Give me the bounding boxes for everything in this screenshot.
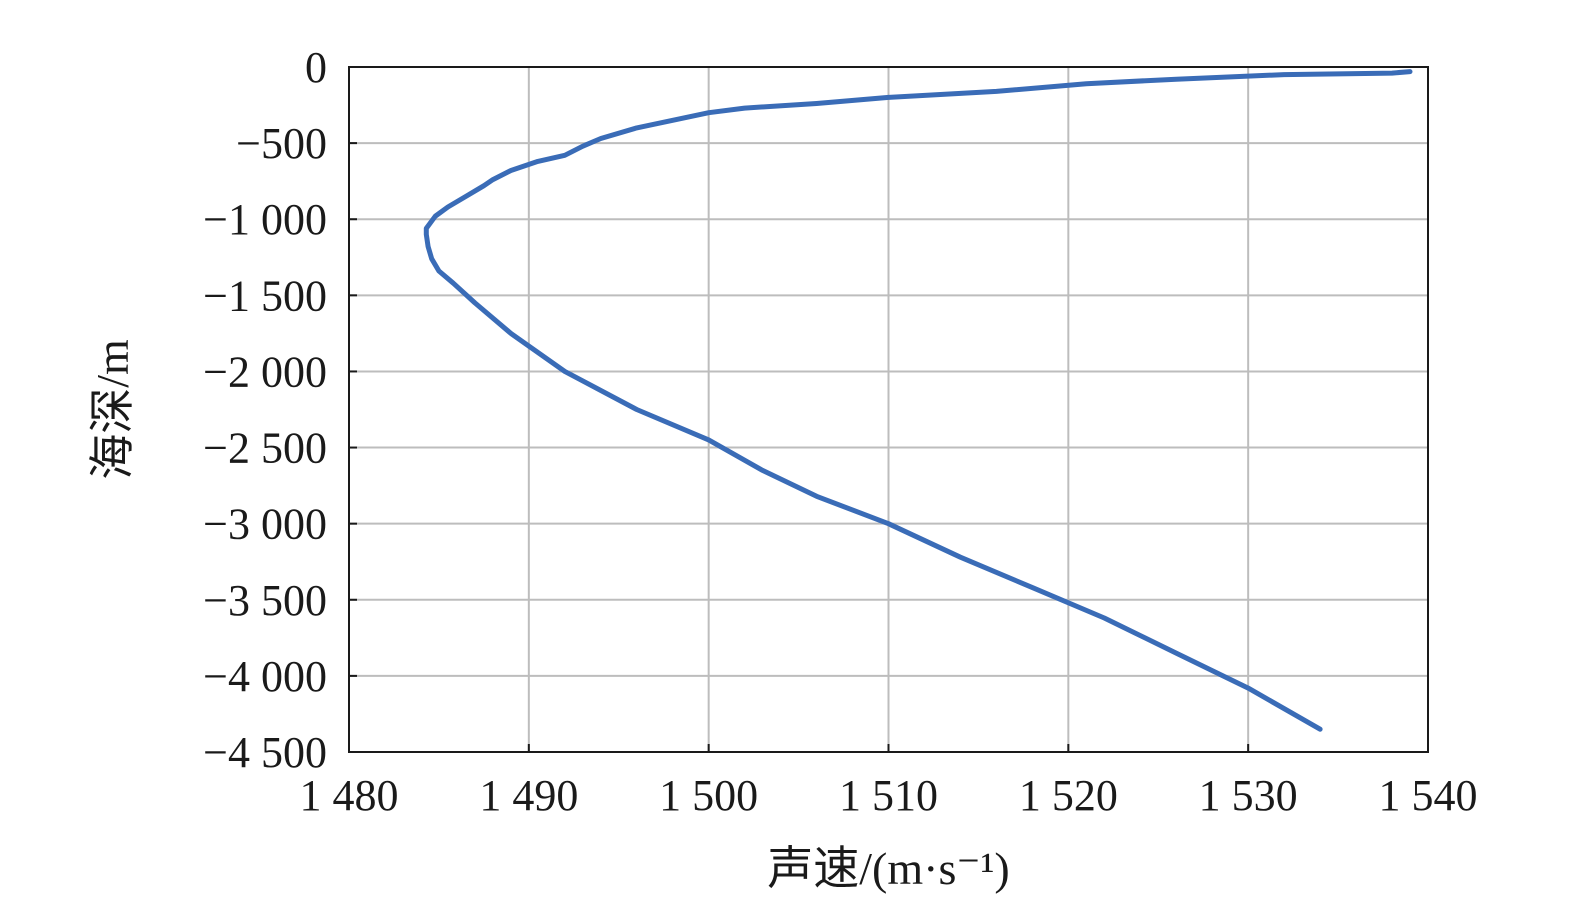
y-tick-label: −4 000 <box>203 652 327 701</box>
x-tick-label: 1 510 <box>839 771 938 820</box>
y-tick-label: −500 <box>236 119 327 168</box>
y-tick-label: −1 500 <box>203 271 327 320</box>
x-axis-ticks: 1 480 1 490 1 500 1 510 1 520 1 530 1 540 <box>300 744 1478 820</box>
x-tick-label: 1 540 <box>1379 771 1478 820</box>
y-axis-title: 海深/m <box>87 339 138 480</box>
series-layer <box>423 69 1413 732</box>
x-tick-label: 1 520 <box>1019 771 1118 820</box>
y-tick-label: −2 500 <box>203 424 327 473</box>
y-tick-label: −4 500 <box>203 728 327 777</box>
x-axis-title: 声速/(m·s⁻¹) <box>767 843 1010 894</box>
x-tick-label: 1 500 <box>659 771 758 820</box>
x-tick-label: 1 490 <box>479 771 578 820</box>
x-tick-label: 1 480 <box>300 771 399 820</box>
y-tick-label: −1 000 <box>203 195 327 244</box>
y-tick-label: −2 000 <box>203 347 327 396</box>
y-axis-ticks: 0 −500 −1 000 −1 500 −2 000 −2 500 −3 000 −3 50… <box>203 43 357 777</box>
sound-speed-line <box>423 69 1413 732</box>
x-tick-label: 1 530 <box>1199 771 1298 820</box>
y-tick-label: 0 <box>305 43 327 92</box>
y-tick-label: −3 500 <box>203 576 327 625</box>
y-tick-label: −3 000 <box>203 500 327 549</box>
